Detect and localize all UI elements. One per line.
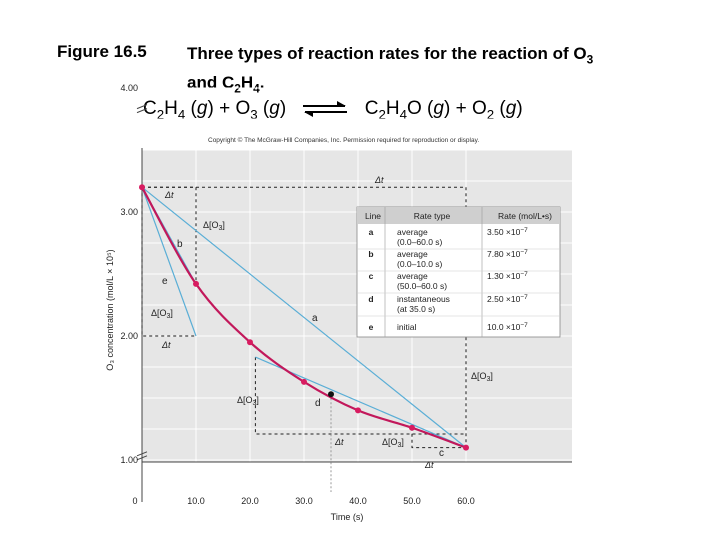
y-tick-label: 4.00 xyxy=(120,83,138,93)
x-tick-label: 60.0 xyxy=(457,496,475,506)
rate-table-type-cell: instantaneous xyxy=(397,294,450,304)
data-point xyxy=(355,407,361,414)
annotation-delta-t-c: Δt xyxy=(424,460,434,470)
rate-table-type-cell: average xyxy=(397,227,428,237)
rate-table-line-cell: b xyxy=(368,249,373,259)
triangle-c-dashed xyxy=(411,427,466,449)
x-axis-label: Time (s) xyxy=(331,512,364,522)
rate-table-type-cell: initial xyxy=(397,322,416,332)
rate-table-line-cell: d xyxy=(368,294,373,304)
equilibrium-arrows-icon xyxy=(303,100,348,117)
annotation-delta-t-b: Δt xyxy=(164,190,174,200)
x-tick-label: 50.0 xyxy=(403,496,421,506)
line-label-b: b xyxy=(177,239,183,250)
triangle-a-dashed xyxy=(142,186,467,448)
y-axis-label: O₃ concentration (mol/L × 10⁵) xyxy=(105,249,115,370)
data-point xyxy=(139,184,145,191)
rate-table-type-cell: (0.0–10.0 s) xyxy=(397,259,443,269)
rate-table-type-cell: (50.0–60.0 s) xyxy=(397,281,447,291)
rate-table-line-cell: c xyxy=(369,271,374,281)
line-e xyxy=(141,186,197,337)
x-tick-label: 10.0 xyxy=(187,496,205,506)
x-tick-label: 0 xyxy=(132,496,137,506)
x-tick-label: 20.0 xyxy=(241,496,259,506)
rate-table-type-cell: average xyxy=(397,271,428,281)
axis-break-mark xyxy=(136,104,148,110)
annotation-delta-t-e: Δt xyxy=(161,340,171,350)
line-label-e: e xyxy=(162,276,168,287)
x-tick-label: 40.0 xyxy=(349,496,367,506)
rate-table-header-cell: Line xyxy=(365,211,381,221)
rate-table-line-cell: a xyxy=(369,227,374,237)
data-point xyxy=(463,444,469,451)
triangle-b-dashed xyxy=(142,186,197,284)
x-tick-label: 30.0 xyxy=(295,496,313,506)
copyright-notice: Copyright © The McGraw-Hill Companies, I… xyxy=(208,137,480,144)
annotation-delta-t-d: Δt xyxy=(334,437,344,447)
data-point xyxy=(247,339,253,346)
rate-table xyxy=(356,206,561,338)
annotation-delta-t-a: Δt xyxy=(374,175,384,185)
rate-table-rate-cell: 1.30 ×10−7 xyxy=(487,271,528,281)
tangent-point xyxy=(328,391,334,398)
equation-products: C2H4O (g) + O2 (g) xyxy=(364,98,523,122)
caption-line-1: Three types of reaction rates for the re… xyxy=(187,44,594,67)
y-tick-label: 2.00 xyxy=(120,331,138,341)
data-point xyxy=(301,378,307,385)
rate-table-type-cell: (at 35.0 s) xyxy=(397,304,435,314)
rate-table-rate-cell: 7.80 ×10−7 xyxy=(487,249,528,259)
data-point xyxy=(193,280,199,287)
line-label-c: c xyxy=(439,448,444,459)
line-a xyxy=(141,186,467,449)
axis-break-mark xyxy=(136,455,148,461)
line-label-a: a xyxy=(312,313,318,324)
axis-break-mark xyxy=(136,108,148,114)
axis-break-mark xyxy=(136,451,148,457)
y-tick-label: 1.00 xyxy=(120,455,138,465)
y-tick-label: 3.00 xyxy=(120,207,138,217)
data-point xyxy=(409,424,415,431)
equation-reactants: C2H4 (g) + O3 (g) xyxy=(143,98,287,122)
rate-table-type-cell: (0.0–60.0 s) xyxy=(397,237,443,247)
triangle-e-dashed xyxy=(141,187,196,337)
triangle-d-dashed xyxy=(254,357,466,435)
figure-label: Figure 16.5 xyxy=(57,42,147,61)
rate-table-rate-cell: 3.50 ×10−7 xyxy=(487,227,528,237)
rate-table-rate-cell: 10.0 ×10−7 xyxy=(487,322,528,332)
rate-table-header-cell: Rate type xyxy=(414,211,451,221)
line-label-d: d xyxy=(315,398,321,409)
rate-table-line-cell: e xyxy=(369,322,374,332)
reaction-equation: C2H4 (g) + O3 (g) C2H4O (g) + O2 (g) xyxy=(143,98,523,122)
rate-table-type-cell: average xyxy=(397,249,428,259)
rate-table-header xyxy=(357,207,560,224)
rate-table-header-cell: Rate (mol/L•s) xyxy=(498,211,552,221)
rate-table-rate-cell: 2.50 ×10−7 xyxy=(487,294,528,304)
